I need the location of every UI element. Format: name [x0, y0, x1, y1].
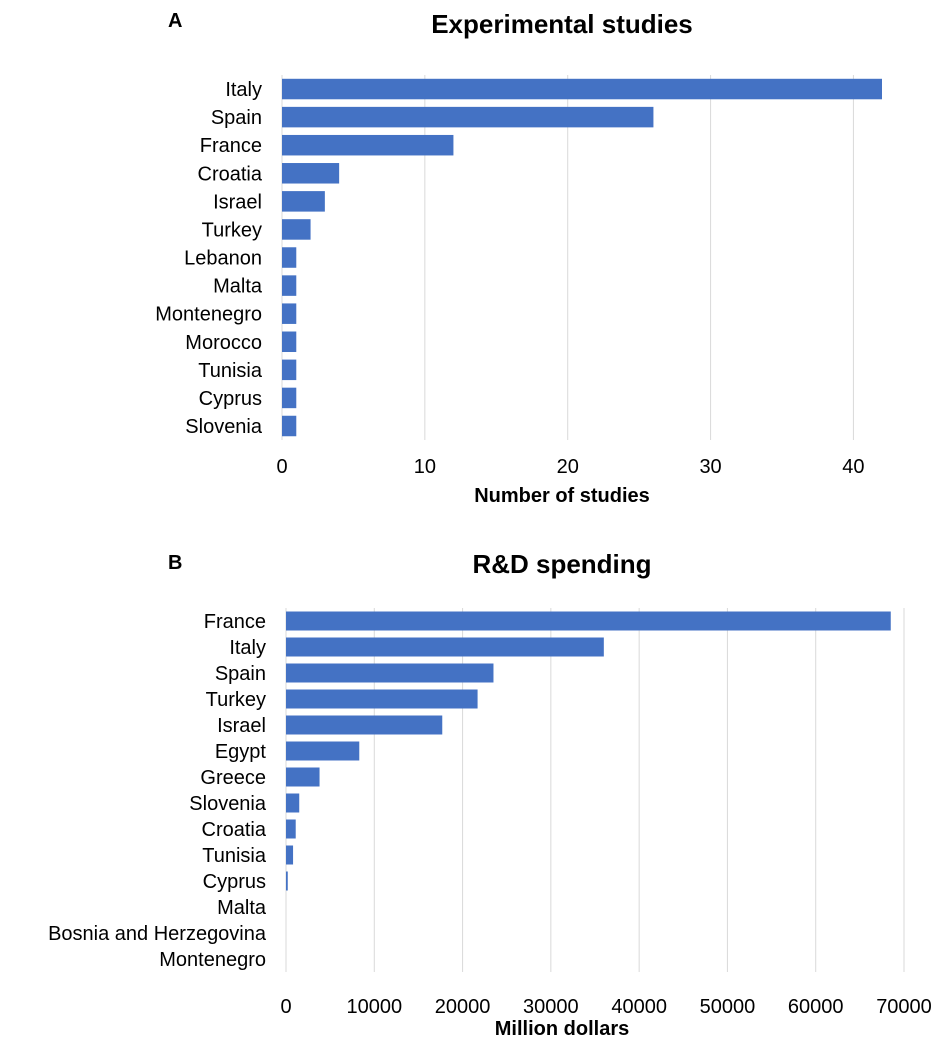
bar — [286, 715, 443, 735]
category-label: Turkey — [206, 689, 266, 711]
bar — [282, 163, 340, 184]
bar — [282, 303, 297, 324]
category-label: Greece — [200, 767, 266, 789]
category-label: Italy — [229, 637, 266, 659]
bar — [286, 845, 294, 865]
category-label: Turkey — [202, 219, 262, 241]
panel-letter: B — [168, 552, 183, 574]
x-tick-label: 20000 — [435, 996, 491, 1018]
category-label: Malta — [213, 276, 263, 298]
x-tick-label: 30000 — [523, 996, 579, 1018]
bar — [282, 415, 297, 437]
bar — [286, 871, 288, 891]
bar — [282, 247, 297, 268]
x-tick-label: 40 — [842, 456, 864, 478]
category-label: Morocco — [185, 332, 262, 354]
category-label: Slovenia — [189, 793, 267, 815]
bar — [282, 106, 654, 128]
bar — [282, 78, 882, 100]
bar — [286, 637, 604, 657]
x-tick-label: 10000 — [346, 996, 402, 1018]
category-label: Israel — [217, 715, 266, 737]
category-label: France — [204, 611, 266, 633]
bar — [282, 191, 325, 212]
x-axis-title: Number of studies — [474, 485, 650, 507]
chart-title: Experimental studies — [431, 9, 693, 39]
bar — [282, 359, 297, 381]
category-label: Croatia — [202, 819, 267, 841]
x-tick-label: 40000 — [611, 996, 667, 1018]
category-label: Lebanon — [184, 248, 262, 270]
x-tick-label: 10 — [414, 456, 436, 478]
bar — [286, 819, 296, 839]
category-label: Israel — [213, 191, 262, 213]
bar — [286, 793, 300, 813]
category-label: Bosnia and Herzegovina — [48, 923, 267, 945]
bar — [282, 219, 311, 240]
bar — [286, 611, 891, 631]
category-label: Slovenia — [185, 416, 263, 438]
bar — [286, 689, 478, 709]
x-tick-label: 60000 — [788, 996, 844, 1018]
category-label: Montenegro — [155, 304, 262, 326]
category-label: France — [200, 135, 262, 157]
x-axis-title: Million dollars — [494, 1018, 630, 1040]
bar — [282, 134, 454, 156]
chart-plot: Italy Spain France Croatia Israel Turkey Leban… — [155, 75, 882, 478]
category-label: Malta — [217, 897, 267, 919]
category-label: Cyprus — [199, 388, 262, 410]
category-label: Croatia — [198, 163, 263, 185]
category-label: Tunisia — [198, 360, 263, 382]
panel-a: A Experimental studies Italy Spain France C… — [0, 0, 948, 520]
bar — [282, 387, 297, 409]
bar — [286, 663, 494, 683]
category-label: Egypt — [215, 741, 267, 763]
category-label: Spain — [215, 663, 266, 685]
x-tick-label: 50000 — [700, 996, 756, 1018]
chart-title: R&D spending — [472, 549, 652, 579]
bar — [282, 331, 297, 353]
x-tick-label: 0 — [276, 456, 287, 478]
x-tick-label: 0 — [280, 996, 291, 1018]
bar — [286, 741, 360, 761]
panel-b: B R&D spending France Italy Spain Turkey Isr… — [0, 540, 948, 1041]
bar — [282, 275, 297, 296]
x-tick-label: 30 — [699, 456, 721, 478]
chart-plot: France Italy Spain Turkey Israel Egypt Greece S… — [48, 608, 932, 1018]
panel-letter: A — [168, 10, 183, 32]
category-label: Spain — [211, 107, 262, 129]
bar — [286, 767, 320, 787]
category-label: Italy — [225, 79, 262, 101]
category-label: Tunisia — [202, 845, 267, 867]
category-label: Cyprus — [203, 871, 266, 893]
x-tick-label: 70000 — [876, 996, 932, 1018]
category-label: Montenegro — [159, 949, 266, 971]
x-tick-label: 20 — [557, 456, 579, 478]
